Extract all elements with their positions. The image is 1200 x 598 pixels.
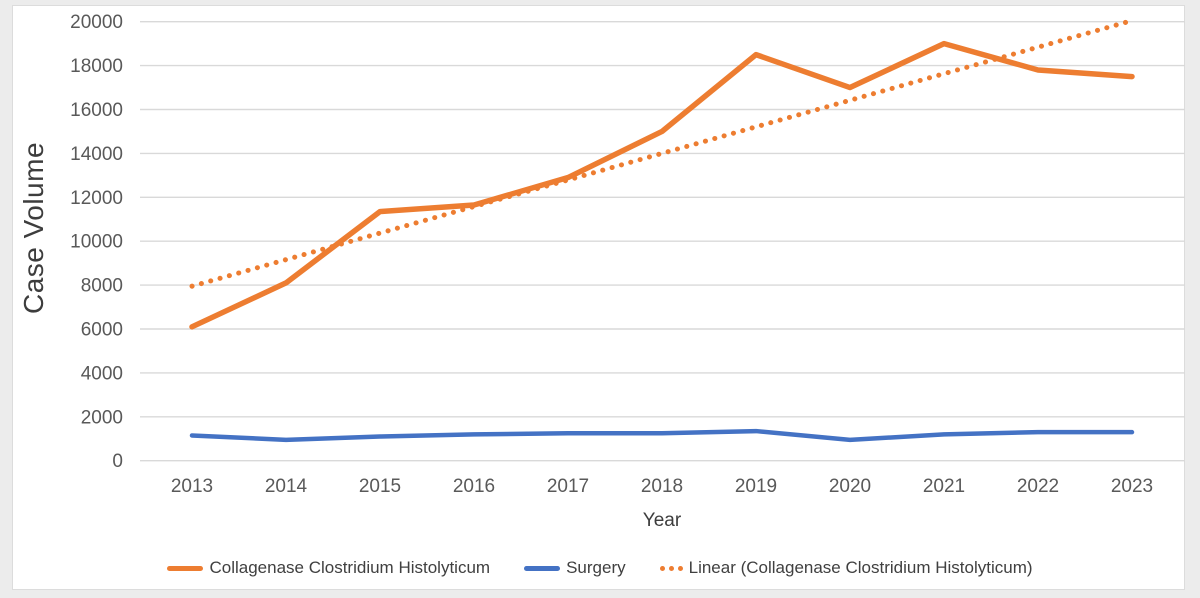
x-tick-label: 2018 bbox=[641, 476, 683, 497]
x-tick-label: 2023 bbox=[1111, 476, 1153, 497]
legend-label: Surgery bbox=[566, 558, 626, 577]
x-tick-label: 2017 bbox=[547, 476, 589, 497]
x-tick-label: 2016 bbox=[453, 476, 495, 497]
chart-card bbox=[12, 5, 1185, 590]
y-tick-label: 8000 bbox=[81, 276, 123, 297]
y-axis-title: Case Volume bbox=[18, 141, 49, 315]
y-tick-label: 16000 bbox=[70, 100, 123, 121]
legend-label: Linear (Collagenase Clostridium Histolyt… bbox=[688, 558, 1033, 577]
x-tick-label: 2022 bbox=[1017, 476, 1059, 497]
legend-item: Linear (Collagenase Clostridium Histolyt… bbox=[659, 558, 1033, 578]
x-tick-label: 2020 bbox=[829, 476, 871, 497]
legend-dot bbox=[659, 565, 665, 571]
legend-dotted-line-icon bbox=[659, 565, 683, 571]
legend-line-icon bbox=[524, 565, 561, 571]
x-tick-label: 2021 bbox=[923, 476, 965, 497]
series-line-surgery bbox=[189, 428, 1135, 443]
y-tick-label: 20000 bbox=[70, 12, 123, 33]
x-tick-label: 2013 bbox=[171, 476, 213, 497]
y-tick-label: 12000 bbox=[70, 188, 123, 209]
series-line-collagenase-clostridium-histolyticum bbox=[189, 40, 1135, 330]
legend-item: Collagenase Clostridium Histolyticum bbox=[167, 558, 490, 578]
legend-label: Collagenase Clostridium Histolyticum bbox=[209, 558, 491, 577]
legend-line-icon bbox=[167, 565, 204, 571]
y-tick-label: 18000 bbox=[70, 56, 123, 77]
x-tick-label: 2014 bbox=[265, 476, 308, 497]
y-tick-label: 0 bbox=[112, 451, 123, 472]
series-line-linear-collagenase-clostridium-histolyticum bbox=[189, 18, 1135, 289]
legend-item: Surgery bbox=[524, 558, 626, 578]
legend-dot bbox=[677, 565, 683, 571]
x-tick-label: 2015 bbox=[359, 476, 401, 497]
y-tick-label: 10000 bbox=[70, 232, 123, 253]
legend-dot bbox=[668, 565, 674, 571]
chart-legend: Collagenase Clostridium Histolyticum Surg… bbox=[20, 558, 1180, 578]
x-tick-label: 2019 bbox=[735, 476, 777, 497]
y-tick-label: 6000 bbox=[81, 320, 123, 341]
y-tick-label: 2000 bbox=[81, 407, 123, 428]
y-tick-label: 4000 bbox=[81, 363, 123, 384]
y-tick-label: 14000 bbox=[70, 144, 123, 165]
x-axis-title: Year bbox=[642, 510, 682, 531]
